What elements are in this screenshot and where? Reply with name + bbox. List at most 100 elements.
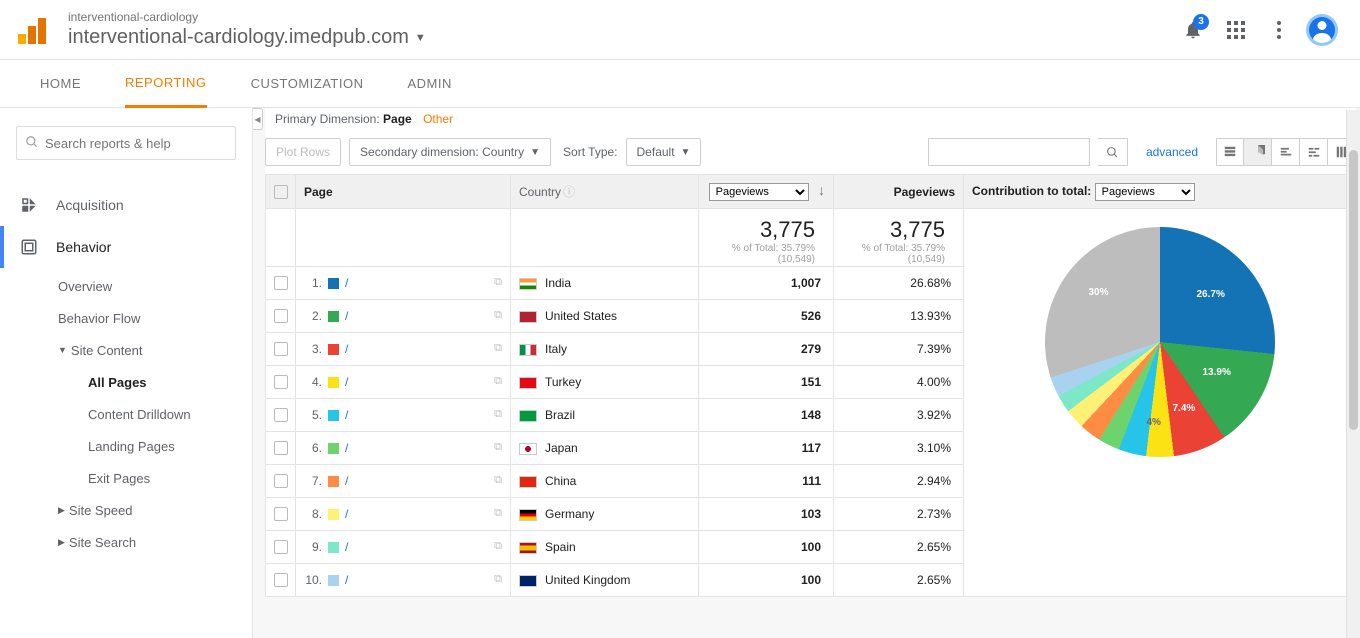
col-pageviews-2[interactable]: Pageviews bbox=[834, 175, 964, 209]
external-link-icon[interactable]: ⧉ bbox=[494, 474, 502, 487]
sidebar-item-behavior-flow[interactable]: Behavior Flow bbox=[58, 302, 252, 334]
pageviews-value: 117 bbox=[699, 432, 834, 465]
view-comparison-button[interactable] bbox=[1300, 138, 1328, 166]
row-checkbox[interactable] bbox=[274, 474, 288, 488]
page-link[interactable]: / bbox=[345, 342, 348, 356]
primary-dim-other[interactable]: Other bbox=[423, 112, 453, 126]
col-checkbox[interactable] bbox=[266, 175, 296, 209]
row-checkbox[interactable] bbox=[274, 309, 288, 323]
notification-badge: 3 bbox=[1193, 14, 1209, 30]
sidebar-item-overview[interactable]: Overview bbox=[58, 270, 252, 302]
main-tabs: HOME REPORTING CUSTOMIZATION ADMIN bbox=[0, 60, 1360, 108]
sidebar-label-behavior: Behavior bbox=[56, 239, 111, 255]
page-link[interactable]: / bbox=[345, 573, 348, 587]
col-pageviews-1[interactable]: Pageviews ↓ bbox=[699, 175, 834, 209]
flag-icon bbox=[519, 311, 537, 323]
row-checkbox[interactable] bbox=[274, 276, 288, 290]
external-link-icon[interactable]: ⧉ bbox=[494, 540, 502, 553]
sidebar-item-site-search[interactable]: ▶Site Search bbox=[58, 526, 252, 558]
country-name: Germany bbox=[545, 507, 594, 521]
sidebar-item-site-content[interactable]: ▼Site Content bbox=[58, 334, 252, 366]
tab-home[interactable]: HOME bbox=[40, 60, 81, 108]
col-country[interactable]: Countryⓘ bbox=[511, 175, 699, 209]
external-link-icon[interactable]: ⧉ bbox=[494, 375, 502, 388]
notifications-button[interactable]: 3 bbox=[1173, 10, 1213, 50]
row-checkbox[interactable] bbox=[274, 408, 288, 422]
tab-reporting[interactable]: REPORTING bbox=[125, 60, 207, 108]
sidebar-item-site-speed[interactable]: ▶Site Speed bbox=[58, 494, 252, 526]
acquisition-icon bbox=[20, 196, 38, 214]
pageviews-value: 526 bbox=[699, 300, 834, 333]
plot-rows-button[interactable]: Plot Rows bbox=[265, 138, 341, 166]
view-table-button[interactable] bbox=[1216, 138, 1244, 166]
sort-type-button[interactable]: Default▼ bbox=[626, 138, 702, 166]
external-link-icon[interactable]: ⧉ bbox=[494, 276, 502, 289]
page-link[interactable]: / bbox=[345, 474, 348, 488]
scroll-thumb[interactable] bbox=[1349, 150, 1358, 430]
table-search-input[interactable] bbox=[928, 138, 1090, 166]
sidebar-item-exit-pages[interactable]: Exit Pages bbox=[88, 462, 252, 494]
country-name: United States bbox=[545, 309, 617, 323]
row-checkbox[interactable] bbox=[274, 540, 288, 554]
row-checkbox[interactable] bbox=[274, 375, 288, 389]
tab-customization[interactable]: CUSTOMIZATION bbox=[251, 60, 364, 108]
scrollbar[interactable] bbox=[1346, 110, 1360, 638]
sidebar-item-acquisition[interactable]: Acquisition bbox=[0, 184, 252, 226]
header-icons: 3 bbox=[1173, 10, 1342, 50]
summary-sub-1: % of Total: 35.79% (10,549) bbox=[707, 243, 825, 265]
external-link-icon[interactable]: ⧉ bbox=[494, 573, 502, 586]
col-page[interactable]: Page bbox=[296, 175, 511, 209]
external-link-icon[interactable]: ⧉ bbox=[494, 441, 502, 454]
pageviews-value: 1,007 bbox=[699, 267, 834, 300]
pageviews-pct: 2.94% bbox=[834, 465, 964, 498]
external-link-icon[interactable]: ⧉ bbox=[494, 342, 502, 355]
sidebar-collapse-handle[interactable]: ◀ bbox=[253, 108, 263, 130]
page-link[interactable]: / bbox=[345, 507, 348, 521]
caret-right-icon: ▶ bbox=[58, 537, 65, 548]
row-checkbox[interactable] bbox=[274, 507, 288, 521]
flag-icon bbox=[519, 542, 537, 554]
tab-admin[interactable]: ADMIN bbox=[407, 60, 451, 108]
metric-select-1[interactable]: Pageviews bbox=[709, 183, 809, 201]
apps-button[interactable] bbox=[1216, 10, 1256, 50]
apps-icon bbox=[1227, 21, 1245, 39]
page-link[interactable]: / bbox=[345, 441, 348, 455]
sidebar-item-content-drilldown[interactable]: Content Drilldown bbox=[88, 398, 252, 430]
page-link[interactable]: / bbox=[345, 375, 348, 389]
property-selector[interactable]: interventional-cardiology.imedpub.com ▼ bbox=[68, 26, 1173, 49]
sidebar-item-all-pages[interactable]: All Pages bbox=[88, 366, 252, 398]
row-checkbox[interactable] bbox=[274, 573, 288, 587]
search-reports-box[interactable] bbox=[16, 126, 236, 160]
search-icon bbox=[1106, 146, 1119, 159]
row-checkbox[interactable] bbox=[274, 342, 288, 356]
view-pie-button[interactable] bbox=[1244, 138, 1272, 166]
more-button[interactable] bbox=[1259, 10, 1299, 50]
pageviews-pct: 13.93% bbox=[834, 300, 964, 333]
external-link-icon[interactable]: ⧉ bbox=[494, 408, 502, 421]
primary-dim-page[interactable]: Page bbox=[383, 112, 412, 126]
advanced-link[interactable]: advanced bbox=[1146, 145, 1198, 159]
checkbox-icon bbox=[274, 185, 288, 199]
view-performance-button[interactable] bbox=[1272, 138, 1300, 166]
page-link[interactable]: / bbox=[345, 276, 348, 290]
info-icon: ⓘ bbox=[563, 185, 575, 199]
pie-slice-label: 30% bbox=[1089, 287, 1109, 298]
table-search-button[interactable] bbox=[1098, 138, 1128, 166]
external-link-icon[interactable]: ⧉ bbox=[494, 309, 502, 322]
page-link[interactable]: / bbox=[345, 540, 348, 554]
page-link[interactable]: / bbox=[345, 408, 348, 422]
chevron-down-icon: ▼ bbox=[530, 147, 540, 158]
account-button[interactable] bbox=[1302, 10, 1342, 50]
bars-icon bbox=[1279, 145, 1293, 159]
sidebar-item-landing-pages[interactable]: Landing Pages bbox=[88, 430, 252, 462]
external-link-icon[interactable]: ⧉ bbox=[494, 507, 502, 520]
page-link[interactable]: / bbox=[345, 309, 348, 323]
sidebar-item-behavior[interactable]: Behavior bbox=[0, 226, 252, 268]
row-checkbox[interactable] bbox=[274, 441, 288, 455]
search-reports-input[interactable] bbox=[45, 136, 227, 151]
secondary-dimension-button[interactable]: Secondary dimension: Country▼ bbox=[349, 138, 551, 166]
pageviews-value: 100 bbox=[699, 531, 834, 564]
flag-icon bbox=[519, 344, 537, 356]
contrib-metric-select[interactable]: Pageviews bbox=[1095, 183, 1195, 201]
flag-icon bbox=[519, 278, 537, 290]
